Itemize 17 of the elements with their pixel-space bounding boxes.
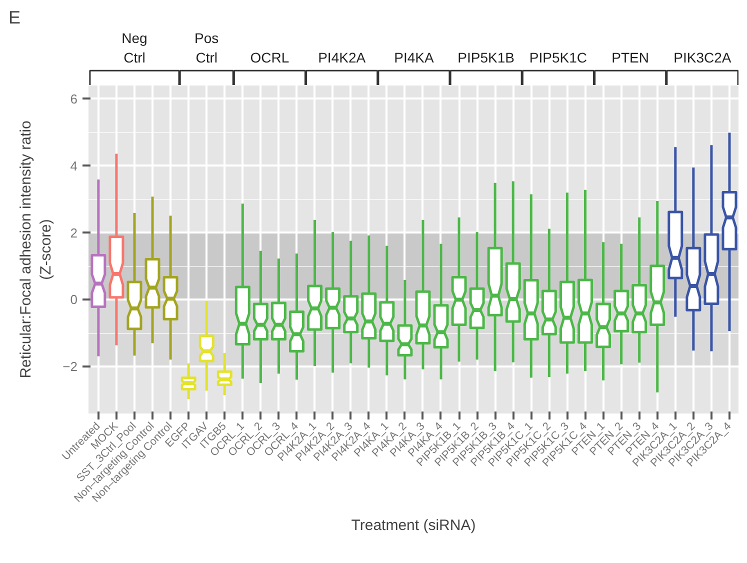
text: PIP5K1C bbox=[529, 49, 587, 66]
x-axis-title: Treatment (siRNA) bbox=[351, 517, 476, 534]
text: PTEN bbox=[612, 49, 649, 66]
text: PI4K2A bbox=[318, 49, 366, 66]
y-axis-title: Reticular:Focal adhesion intensity ratio (Z-score) bbox=[17, 120, 55, 378]
chart-title: E bbox=[8, 8, 21, 28]
y-tick-label: 2 bbox=[70, 225, 78, 240]
y-tick-label: 6 bbox=[70, 91, 78, 106]
text: Neg Ctrl bbox=[122, 30, 148, 66]
text: PI4KA bbox=[394, 49, 434, 66]
text: PIP5K1B bbox=[458, 49, 514, 66]
text: OCRL bbox=[250, 49, 290, 66]
y-tick-label: −2 bbox=[62, 359, 78, 374]
text: Pos Ctrl bbox=[194, 30, 219, 66]
text: PIK3C2A bbox=[674, 49, 732, 66]
y-tick-label: 0 bbox=[70, 292, 78, 308]
y-tick-label: 4 bbox=[70, 158, 78, 174]
